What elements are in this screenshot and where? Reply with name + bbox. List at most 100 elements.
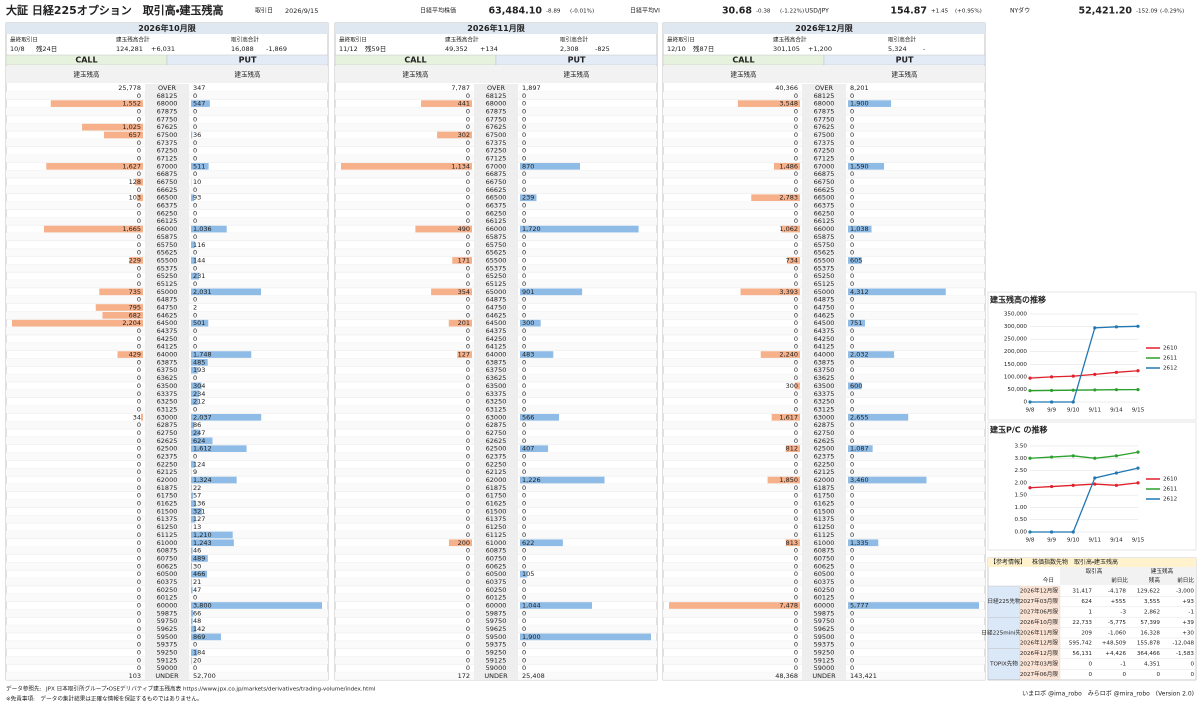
- put-oi: 0: [522, 343, 526, 351]
- chart-title: 建玉残高の推移: [989, 295, 1046, 305]
- call-oi: 2,783: [779, 194, 798, 202]
- call-oi-bar: [760, 351, 800, 358]
- call-label: CALL: [404, 56, 426, 65]
- strike: 59125: [157, 656, 178, 664]
- strike: 65125: [814, 280, 835, 288]
- call-oi-bar: [781, 225, 800, 233]
- ref-value: 155,878: [1137, 641, 1161, 647]
- put-oi: 0: [193, 115, 197, 123]
- put-oi: 0: [193, 209, 197, 217]
- column-header: [335, 66, 657, 83]
- put-oi-bar: [520, 539, 563, 547]
- source-label: データ参照先:: [6, 685, 42, 693]
- put-oi: 0: [193, 249, 197, 257]
- strike: OVER: [158, 84, 177, 92]
- call-oi-bar: [431, 288, 472, 296]
- put-oi-bar: [520, 351, 554, 358]
- put-oi: 0: [850, 554, 854, 562]
- call-oi: 0: [466, 241, 470, 249]
- strike-cell: [474, 178, 518, 186]
- strike: 65500: [814, 256, 835, 264]
- strike-cell: [145, 264, 189, 273]
- strike: 62000: [486, 476, 507, 484]
- call-oi: 354: [458, 288, 470, 296]
- call-oi-bar: [737, 100, 800, 107]
- y-tick-label: 0.50: [1015, 517, 1028, 523]
- strike: 66750: [814, 178, 835, 186]
- strike-cell: [802, 562, 846, 571]
- x-tick-label: 9/11: [1089, 408, 1102, 414]
- call-oi: 0: [137, 602, 141, 610]
- strike: 66625: [814, 186, 835, 194]
- call-oi: 0: [466, 311, 470, 319]
- put-oi-bar: [191, 547, 193, 554]
- month-title: 2026年12月限: [795, 23, 852, 33]
- strike: 67250: [814, 147, 835, 155]
- ref-head: [1060, 567, 1196, 585]
- put-oi: 0: [850, 358, 854, 366]
- call-oi: 0: [794, 429, 798, 437]
- strike-cell: [474, 421, 518, 430]
- put-oi: 2,655: [850, 413, 869, 421]
- strike-cell: [802, 672, 846, 680]
- call-oi: 0: [794, 304, 798, 312]
- call-oi-bar: [82, 123, 143, 131]
- y-tick-label: 50,000: [1007, 387, 1027, 393]
- strike: 65000: [157, 288, 178, 296]
- call-oi: 0: [137, 233, 141, 241]
- strike: 64000: [157, 351, 178, 359]
- call-oi-bar: [457, 351, 472, 358]
- put-oi: 0: [522, 170, 526, 178]
- put-oi: 0: [850, 115, 854, 123]
- strike-cell: [802, 507, 846, 516]
- put-oi-bar: [191, 319, 209, 327]
- put-oi-bar: [191, 657, 192, 664]
- call-oi: 0: [466, 437, 470, 445]
- last-trade-date: 11/12: [339, 45, 358, 53]
- call-oi: 0: [137, 155, 141, 163]
- call-oi: 0: [466, 92, 470, 100]
- ref-value: 16,328: [1140, 630, 1160, 636]
- strike: 60500: [157, 570, 178, 578]
- put-oi: 143,421: [850, 672, 877, 680]
- series-point: [1114, 370, 1118, 374]
- summary-label: 最終取引日: [339, 36, 367, 44]
- strike: 63250: [814, 398, 835, 406]
- put-oi-bar: [520, 225, 639, 233]
- x-tick-label: 9/14: [1110, 408, 1123, 414]
- call-oi: 0: [794, 656, 798, 664]
- strike: 62375: [486, 453, 507, 461]
- strike: 67500: [157, 131, 178, 139]
- strike-cell: [802, 585, 846, 594]
- put-oi-bar: [191, 359, 208, 366]
- series-point: [1050, 400, 1054, 404]
- strike-cell: [802, 468, 846, 477]
- strike: 61000: [486, 539, 507, 547]
- y-tick-label: 3.00: [1015, 456, 1028, 462]
- strike: 67000: [157, 162, 178, 170]
- put-oi-bar: [191, 163, 209, 170]
- strike: 65750: [814, 241, 835, 249]
- strike-cell: [145, 436, 189, 445]
- call-oi: 0: [466, 178, 470, 186]
- volume-total: 5,324: [888, 45, 907, 53]
- call-oi: 2,204: [122, 319, 141, 327]
- put-oi: 0: [522, 460, 526, 468]
- strike-cell: [802, 389, 846, 398]
- put-oi: 485: [193, 358, 205, 366]
- strike-cell: [474, 256, 518, 265]
- put-oi: 0: [850, 586, 854, 594]
- put-oi: 0: [850, 468, 854, 476]
- strike: 59250: [157, 649, 178, 657]
- put-oi: 0: [522, 453, 526, 461]
- strike: 61625: [157, 500, 178, 508]
- call-oi: 0: [794, 523, 798, 531]
- put-oi-bar: [191, 351, 252, 358]
- strike-cell: [802, 515, 846, 524]
- strike: 66375: [814, 202, 835, 210]
- call-oi: 0: [794, 319, 798, 327]
- put-oi: 0: [522, 249, 526, 257]
- strike: 66875: [486, 170, 507, 178]
- strike-cell: [802, 397, 846, 406]
- strike: 67625: [486, 123, 507, 131]
